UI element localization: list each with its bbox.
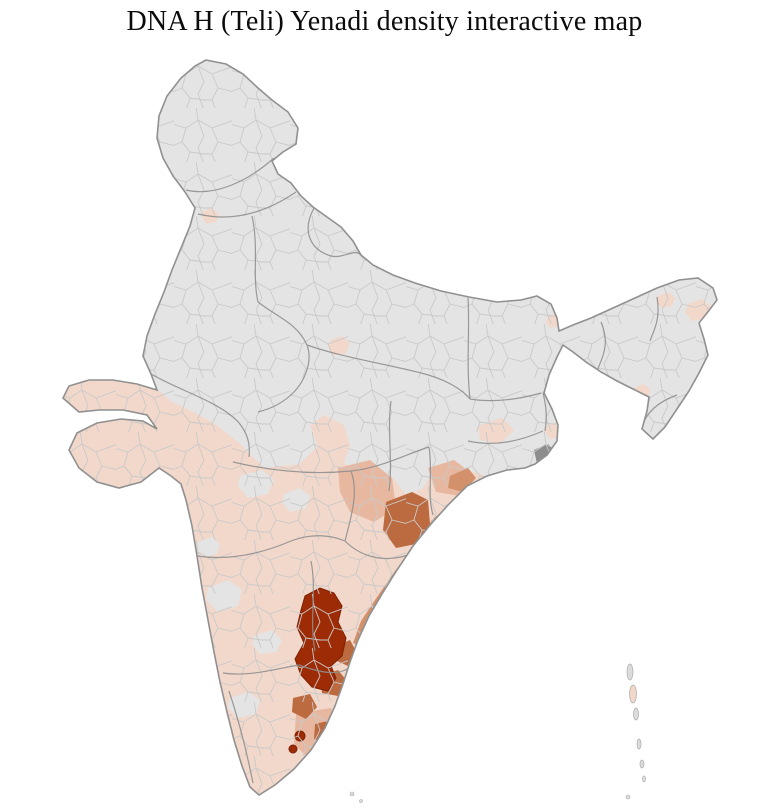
andaman-island-low-density[interactable] [629, 684, 637, 704]
state-boundaries [150, 157, 678, 784]
andaman-islands[interactable] [626, 663, 646, 783]
map-title: DNA H (Teli) Yenadi density interactive … [126, 6, 643, 37]
small-islands [349, 791, 631, 803]
